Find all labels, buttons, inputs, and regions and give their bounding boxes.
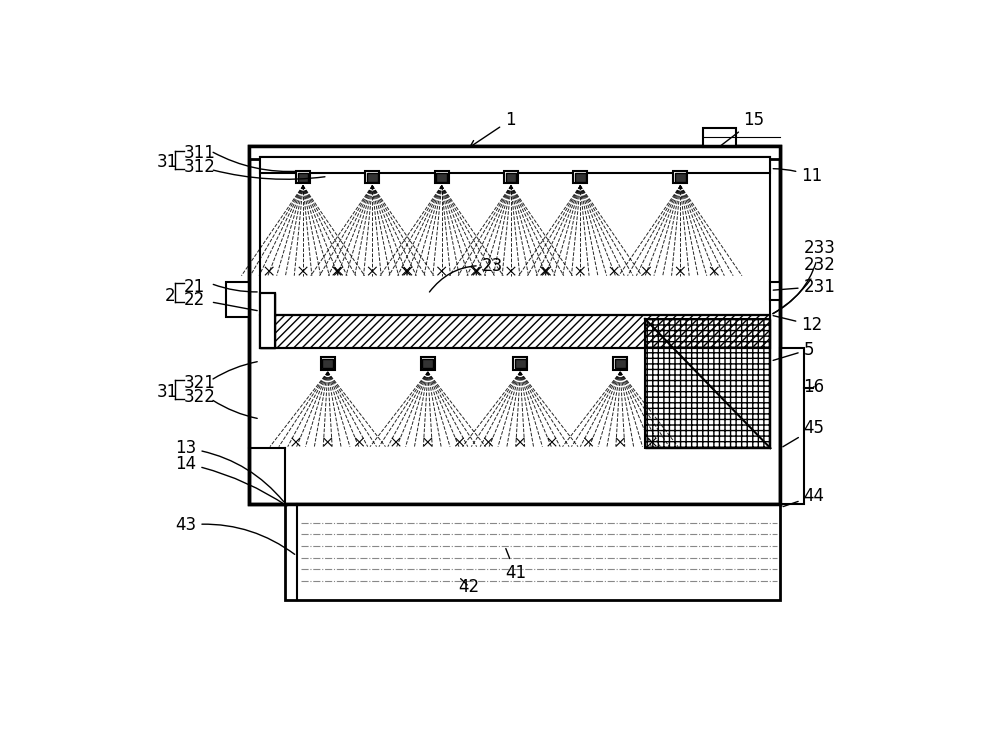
- Text: 14: 14: [175, 455, 287, 506]
- Polygon shape: [249, 146, 780, 160]
- Text: 11: 11: [773, 168, 822, 185]
- Text: 2: 2: [164, 287, 175, 305]
- Polygon shape: [673, 171, 687, 183]
- Polygon shape: [296, 171, 310, 183]
- Polygon shape: [226, 282, 249, 317]
- Polygon shape: [365, 171, 379, 183]
- Polygon shape: [504, 171, 518, 183]
- Text: 16: 16: [804, 378, 825, 395]
- Text: 23: 23: [429, 258, 503, 292]
- Polygon shape: [615, 359, 626, 368]
- Text: 233: 233: [773, 239, 835, 314]
- Text: 43: 43: [175, 516, 295, 554]
- Polygon shape: [260, 157, 770, 315]
- Text: 13: 13: [175, 439, 284, 501]
- Polygon shape: [506, 173, 516, 182]
- Polygon shape: [285, 504, 780, 600]
- Polygon shape: [321, 357, 335, 370]
- Text: 5: 5: [773, 340, 814, 360]
- Text: 1: 1: [470, 111, 515, 147]
- Polygon shape: [513, 357, 527, 370]
- Polygon shape: [298, 173, 308, 182]
- Polygon shape: [780, 348, 804, 504]
- Text: 45: 45: [783, 419, 825, 447]
- Text: 12: 12: [773, 315, 822, 334]
- Polygon shape: [249, 146, 780, 504]
- Polygon shape: [575, 173, 586, 182]
- Text: 232: 232: [773, 256, 835, 313]
- Polygon shape: [322, 359, 333, 368]
- Text: 31: 31: [157, 383, 178, 401]
- Text: 322: 322: [184, 388, 216, 406]
- Polygon shape: [703, 128, 736, 147]
- Polygon shape: [260, 294, 275, 348]
- Text: 321: 321: [184, 374, 216, 392]
- Polygon shape: [573, 171, 587, 183]
- Polygon shape: [435, 171, 449, 183]
- Polygon shape: [421, 357, 435, 370]
- Text: 231: 231: [773, 277, 835, 296]
- Text: 15: 15: [721, 111, 765, 146]
- Polygon shape: [422, 359, 433, 368]
- Text: 41: 41: [505, 548, 526, 582]
- Polygon shape: [770, 282, 780, 299]
- Polygon shape: [436, 173, 447, 182]
- Polygon shape: [675, 173, 686, 182]
- Polygon shape: [260, 348, 770, 448]
- Text: 31: 31: [157, 153, 178, 171]
- Polygon shape: [613, 357, 627, 370]
- Text: 312: 312: [184, 158, 216, 176]
- Polygon shape: [515, 359, 526, 368]
- Text: 311: 311: [184, 144, 216, 163]
- Text: 21: 21: [184, 277, 205, 296]
- Text: 22: 22: [184, 291, 205, 310]
- Polygon shape: [367, 173, 378, 182]
- Polygon shape: [260, 157, 770, 173]
- Polygon shape: [260, 315, 770, 448]
- Text: 42: 42: [459, 578, 480, 596]
- Text: 44: 44: [783, 487, 825, 507]
